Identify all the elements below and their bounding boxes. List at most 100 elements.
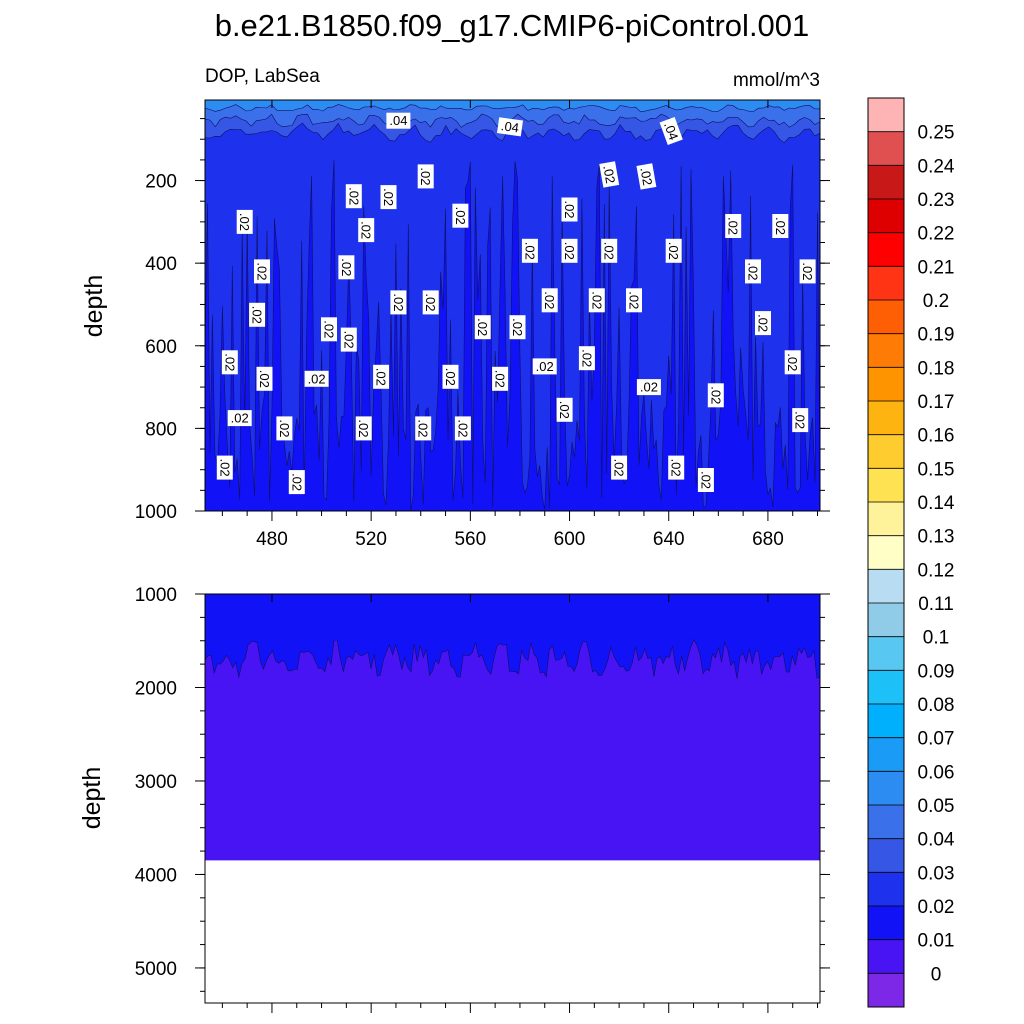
- y-tick-label: 2000: [135, 678, 177, 699]
- contour-label: .02: [611, 455, 628, 480]
- colorbar-box: [868, 939, 904, 974]
- contour-label-text: .02: [640, 380, 658, 395]
- colorbar-box: [868, 333, 904, 368]
- contour-label-bg: [373, 364, 390, 389]
- contour-label-text: .02: [359, 221, 374, 239]
- colorbar-box: [868, 535, 904, 570]
- contour-label-bg: [417, 164, 434, 189]
- contour-label: .02: [355, 416, 372, 441]
- colorbar-box: [868, 805, 904, 839]
- contour-label-bg: [707, 383, 724, 408]
- contour-label-text: .02: [346, 187, 361, 205]
- contour-label-text: .02: [289, 473, 304, 491]
- contour-label-text: .02: [669, 459, 684, 477]
- contour-label-text: .02: [391, 293, 406, 311]
- contour-label-bg: [509, 315, 526, 340]
- contour-label-bg: [745, 259, 761, 284]
- contour-label: .02: [345, 184, 362, 209]
- colorbar-box: [868, 704, 904, 738]
- colorbar-box: [868, 165, 904, 200]
- contour-label-text: .02: [562, 200, 577, 218]
- contour-label: .02: [276, 416, 293, 441]
- contour-label-text: .02: [341, 331, 356, 349]
- contour-label: .02: [601, 238, 618, 263]
- lower-contour-fills: [205, 594, 820, 1003]
- contour-label: .02: [561, 238, 578, 263]
- contour-label-text: .02: [237, 213, 252, 231]
- colorbar-box: [868, 973, 904, 1008]
- contour-label-bg: [288, 470, 305, 495]
- colorbar-box: [868, 636, 904, 671]
- contour-label: .02: [492, 366, 509, 391]
- contour-label-bg: [665, 238, 682, 263]
- contour-label-text: .02: [250, 306, 265, 324]
- lower-y-axis-label: depth: [78, 767, 106, 830]
- contour-label-text: .02: [510, 318, 525, 336]
- colorbar-level-label: 0.11: [918, 594, 954, 615]
- x-tick-label: 640: [653, 529, 685, 550]
- contour-label: .02: [784, 350, 801, 375]
- contour-label-bg: [338, 255, 355, 280]
- y-tick-label: 1000: [135, 585, 177, 606]
- contour-label: .02: [373, 364, 390, 389]
- colorbar-box: [868, 367, 904, 402]
- contour-label: .02: [340, 327, 357, 352]
- contour-label-bg: [358, 218, 375, 243]
- contour-label-text: .02: [557, 401, 572, 419]
- contour-label-bg: [532, 358, 557, 375]
- contour-label-bg: [636, 379, 661, 396]
- contour-label: .02: [521, 238, 538, 263]
- colorbar-level-label: 0.21: [918, 257, 955, 278]
- contour-label: .02: [509, 315, 526, 340]
- contour-label: .02: [442, 364, 459, 389]
- contour-label-bg: [626, 288, 642, 313]
- colorbar-box: [868, 906, 904, 940]
- contour-label-text: .02: [589, 291, 604, 309]
- contour-label: .04: [659, 116, 683, 146]
- contour-label-bg: [345, 184, 362, 209]
- colorbar-level-label: 0.03: [918, 863, 955, 884]
- contour-label-text: .02: [356, 419, 371, 437]
- colorbar-level-label: 0.01: [918, 931, 955, 952]
- contour-label-text: .02: [374, 368, 389, 386]
- colorbar-box: [868, 838, 904, 873]
- contour-label-text: .02: [231, 411, 249, 426]
- contour-label-bg: [541, 288, 558, 313]
- colorbar-level-label: 0.15: [918, 459, 955, 480]
- colorbar-level-label: 0.12: [918, 560, 955, 581]
- x-tick-label: 600: [554, 529, 586, 550]
- contour-label: .02: [216, 455, 233, 480]
- contour-label-text: .02: [257, 370, 272, 388]
- contour-label: .02: [725, 214, 742, 238]
- fill-band-0.01-0.02: [205, 594, 820, 679]
- contour-label-bg: [355, 416, 372, 441]
- contour-label: .02: [668, 455, 685, 480]
- contour-label: .02: [636, 379, 661, 396]
- contour-label: .04: [386, 112, 411, 129]
- y-tick-label: 3000: [135, 772, 177, 793]
- contour-label-bg: [321, 317, 337, 342]
- contour-label: .02: [256, 366, 273, 391]
- contour-label: .02: [556, 397, 573, 422]
- contour-label-bg: [221, 350, 238, 375]
- contour-label-bg: [784, 350, 801, 375]
- contour-label-text: .02: [627, 291, 642, 309]
- x-tick-label: 520: [355, 529, 387, 550]
- contour-label: .02: [452, 203, 469, 228]
- contour-label-bg: [588, 288, 605, 313]
- contour-label-bg: [380, 185, 397, 210]
- contour-label-text: .02: [308, 371, 326, 386]
- contour-label-bg: [599, 161, 620, 188]
- contour-label: .02: [249, 302, 266, 327]
- contour-label: .02: [697, 468, 714, 492]
- colorbar-box: [868, 434, 904, 469]
- contour-label-bg: [227, 410, 252, 427]
- contour-label: .02: [422, 290, 439, 315]
- contour-label: .02: [636, 163, 657, 190]
- contour-label-text: .02: [423, 293, 438, 311]
- contour-label-bg: [254, 259, 270, 284]
- contour-label-bg: [611, 455, 628, 480]
- colorbar-level-label: 0.14: [918, 493, 955, 514]
- contour-label-text: .02: [455, 419, 470, 437]
